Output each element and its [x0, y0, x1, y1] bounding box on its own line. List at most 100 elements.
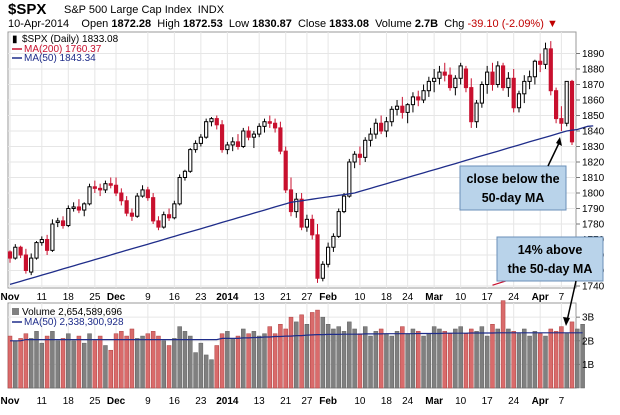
candle-body	[23, 254, 28, 271]
candle-body	[246, 130, 251, 138]
candle-body	[304, 218, 309, 228]
date-tick-label: 23	[195, 292, 207, 303]
date-tick-label: Mar	[425, 396, 443, 407]
legend-vol-ma50: MA(50) 2,338,300,928	[24, 317, 124, 328]
candle-body	[166, 214, 172, 219]
candle-body	[320, 263, 325, 279]
close-label: Close	[297, 18, 327, 30]
legend-price-marker: ▮	[12, 34, 18, 45]
volume-bar	[336, 326, 341, 389]
volume-bar	[490, 324, 495, 389]
date-tick-label: 10	[354, 396, 366, 407]
volume-bar	[140, 335, 145, 389]
volume-bar	[198, 342, 204, 389]
candle-body	[50, 223, 55, 251]
annotation-14pct-above: 14% above the 50-day MA	[496, 236, 604, 326]
volume-bar	[463, 333, 469, 389]
date-tick-label: 10	[455, 396, 467, 407]
candle-body	[426, 80, 431, 92]
volume-bar	[500, 300, 506, 389]
date-tick-label: 2014	[216, 396, 239, 407]
volume-bar	[87, 333, 92, 389]
volume-bar	[76, 335, 82, 389]
volume-bar	[278, 324, 283, 389]
volume-bar	[241, 328, 246, 389]
candle-body	[458, 65, 463, 79]
volume-bar	[325, 324, 331, 389]
price-tick-label: 1780	[582, 220, 605, 231]
volume-bar	[28, 338, 34, 389]
volume-bar	[55, 340, 60, 389]
price-tick-label: 1830	[582, 142, 605, 153]
volume-tick-label: 3B	[582, 313, 595, 324]
volume-bar	[458, 326, 463, 389]
volume-bar	[145, 333, 151, 389]
candle-body	[299, 198, 304, 228]
volume-bar	[442, 331, 447, 389]
candle-body	[129, 212, 135, 217]
volume-bar	[421, 335, 426, 389]
price-tick-label: 1800	[582, 189, 605, 200]
volume-bar	[304, 324, 310, 389]
volume-bar	[219, 333, 225, 389]
date-tick-label: 16	[169, 396, 181, 407]
candle-body	[532, 60, 537, 78]
down-arrow-icon: ▼	[546, 18, 558, 30]
date-tick-label: Mar	[425, 292, 443, 303]
candle-body	[124, 200, 129, 214]
volume-bar	[166, 345, 172, 389]
candle-body	[98, 187, 103, 191]
volume-bar	[81, 342, 87, 389]
volume-bar	[172, 338, 177, 389]
date-tick-label: 7	[559, 292, 565, 303]
candle-body	[469, 87, 474, 123]
candle-body	[108, 183, 113, 186]
volume-bar	[320, 316, 326, 389]
volume-bar	[469, 328, 474, 389]
arrowhead-icon	[563, 317, 570, 326]
date-tick-label: 13	[254, 292, 266, 303]
volume-bar	[389, 335, 394, 389]
change-value: -39.10 (-2.09%)	[467, 18, 544, 30]
candle-body	[389, 108, 394, 123]
candle-body	[87, 186, 92, 205]
candle-body	[262, 121, 267, 127]
volume-bar	[235, 335, 241, 389]
date-tick-label: 17	[482, 292, 494, 303]
date-tick-label: 17	[482, 396, 494, 407]
volume-bar	[426, 333, 432, 389]
volume-bar	[71, 340, 76, 389]
volume-bar	[135, 338, 140, 389]
candle-body	[379, 122, 384, 132]
candle-body	[554, 90, 559, 120]
annotation-line: 14% above	[518, 243, 583, 257]
volume-bar	[368, 335, 373, 389]
date-tick-label: Feb	[319, 396, 337, 407]
candle-body	[60, 220, 66, 227]
volume-label: Volume	[375, 18, 412, 30]
candle-body	[564, 80, 569, 124]
candle-body	[29, 257, 34, 273]
candle-body	[405, 104, 410, 113]
volume-bar	[522, 328, 527, 389]
date-tick-label: 23	[195, 396, 207, 407]
candle-body	[55, 220, 60, 223]
volume-bar	[156, 335, 161, 389]
date-tick-label: 10	[455, 292, 467, 303]
price-legend: ▮ $SPX (Daily) 1833.08 MA(200) 1760.37 M…	[12, 34, 119, 64]
date-tick-label: 13	[254, 396, 266, 407]
candle-body	[76, 206, 82, 211]
candle-body	[331, 235, 336, 248]
volume-bar	[309, 312, 315, 389]
volume-bar	[357, 333, 363, 389]
candle-body	[198, 136, 203, 144]
candle-body	[384, 121, 389, 132]
annotation-box	[496, 236, 604, 282]
annotation-arrow	[566, 280, 577, 322]
volume-bar	[97, 335, 103, 389]
candle-body	[394, 105, 400, 110]
candle-body	[453, 77, 458, 89]
candle-body	[527, 76, 532, 82]
high-value: 1872.53	[182, 18, 223, 30]
volume-bar	[373, 331, 379, 389]
